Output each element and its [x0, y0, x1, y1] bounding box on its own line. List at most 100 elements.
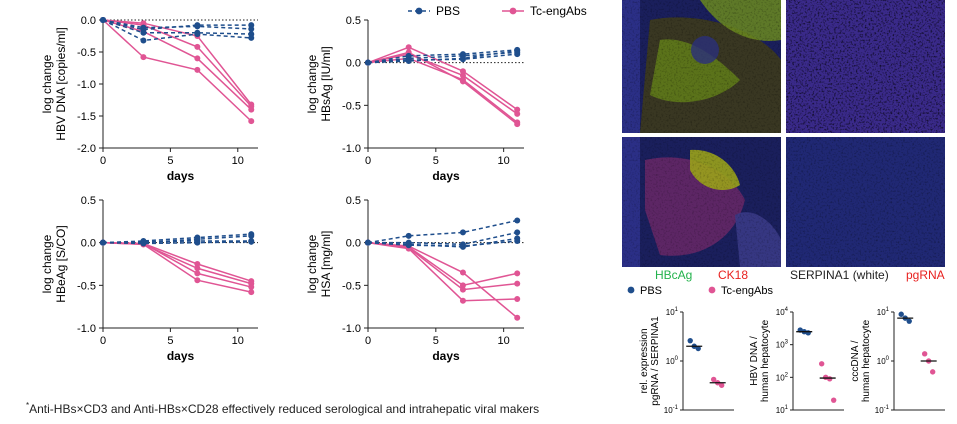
legend-bottom-treat: Tc-engAbs	[721, 285, 773, 297]
pbs-data-point	[514, 46, 521, 53]
y-tick-label: -0.5	[342, 100, 361, 112]
treat-data-point	[248, 101, 255, 108]
y-tick-label: -2.0	[77, 143, 96, 155]
x-axis-label: days	[167, 169, 195, 183]
y-tick-label: 10-1	[875, 405, 890, 415]
x-tick-label: 5	[167, 155, 173, 167]
y-tick-label: 104	[776, 307, 789, 317]
micrograph-treat-serpina1-pgrna	[786, 137, 945, 267]
pbs-data-point	[687, 337, 693, 344]
pbs-series-line	[102, 19, 252, 35]
treat-series-line	[367, 241, 518, 287]
y-tick-label: -1.0	[342, 323, 361, 335]
y-axis-label: log change	[40, 234, 54, 293]
pbs-data-point	[140, 26, 147, 33]
treat-series-line	[367, 57, 518, 123]
treat-series-line	[367, 51, 518, 125]
pbs-data-point	[194, 239, 201, 246]
treat-data-point	[459, 68, 466, 75]
pbs-data-point	[514, 237, 521, 244]
treat-series-line	[102, 19, 252, 105]
treat-data-point	[826, 376, 833, 382]
treat-data-point	[248, 284, 255, 291]
hsa-panel: 0.5 0.0 -0.5 -1.0 0 5 10 days log change HSA [mg/…	[305, 195, 524, 363]
pbs-series-line	[367, 51, 518, 64]
y-axis-label: pgRNA / SERPINA1	[650, 316, 661, 406]
stain-label-pgrna: pgRNA	[906, 268, 945, 282]
x-tick-label: 5	[167, 335, 173, 347]
pbs-series-line	[367, 219, 518, 244]
pbs-data-point	[459, 243, 466, 250]
pbs-series-line	[102, 19, 252, 42]
pbs-data-point	[248, 31, 255, 38]
footnote: *Anti-HBs×CD3 and Anti-HBs×CD28 effectiv…	[26, 401, 539, 416]
treat-data-point	[459, 72, 466, 79]
y-tick-label: 0.0	[81, 238, 96, 250]
legend-top: PBS Tc-engAbs	[408, 4, 587, 18]
treat-data-point	[194, 277, 201, 284]
treat-series-line	[367, 241, 518, 291]
treat-data-point	[459, 286, 466, 293]
x-axis-label: days	[432, 349, 460, 363]
treat-series-line	[102, 241, 252, 293]
treat-data-point	[194, 55, 201, 62]
y-tick-label: 100	[877, 356, 890, 366]
y-tick-label: 0.0	[81, 15, 96, 27]
legend-treat-label: Tc-engAbs	[530, 4, 587, 18]
y-tick-label: -0.5	[77, 280, 96, 292]
legend-pbs-label: PBS	[436, 4, 460, 18]
y-tick-label: 101	[776, 405, 789, 415]
pbs-data-point	[906, 318, 912, 324]
pbs-data-point	[248, 22, 255, 29]
y-tick-label: -1.5	[77, 111, 96, 123]
treat-data-point	[248, 289, 255, 296]
y-tick-label: -0.5	[342, 280, 361, 292]
treat-data-point	[459, 282, 466, 289]
pbs-data-point	[514, 229, 521, 236]
treat-data-point	[921, 351, 928, 357]
hbsag-panel: 0.5 0.0 -0.5 -1.0 0 5 10 days log change HBsAg [I…	[305, 15, 524, 183]
pbs-data-point	[248, 238, 255, 245]
pbs-data-point	[405, 242, 412, 249]
x-axis-label: days	[167, 349, 195, 363]
x-tick-label: 10	[232, 335, 244, 347]
pbs-series-line	[367, 49, 518, 64]
y-tick-label: 0.5	[346, 15, 361, 27]
y-tick-label: 100	[666, 356, 679, 366]
pbs-data-point	[365, 59, 371, 66]
pbs-series-line	[102, 233, 252, 244]
y-tick-label: 10-1	[664, 405, 679, 415]
stain-label-ck18: CK18	[718, 268, 749, 282]
pbs-data-point	[100, 239, 106, 246]
legend-bottom: PBS Tc-engAbs	[627, 285, 773, 297]
treat-data-point	[248, 118, 255, 125]
footnote-text: Anti-HBs×CD3 and Anti-HBs×CD28 effective…	[29, 402, 540, 416]
y-tick-label: 103	[776, 340, 789, 350]
pbs-data-point	[459, 56, 466, 63]
micrograph-pbs-hbcag-ck18	[622, 0, 781, 133]
y-tick-label: 101	[666, 307, 679, 317]
hbv-dna-serum-panel: 0.0 -0.5 -1.0 -1.5 -2.0 0 5 10 days log change HBV…	[40, 15, 258, 183]
pbs-data-point	[405, 57, 412, 64]
pbs-data-point	[365, 239, 371, 246]
treat-data-point	[514, 106, 521, 113]
pbs-data-point	[100, 17, 106, 23]
y-axis-label: HBV DNA /	[749, 336, 760, 386]
stain-label-serpina1: SERPINA1 (white)	[790, 268, 889, 282]
pbs-series-line	[367, 240, 518, 247]
pbs-data-point	[459, 229, 466, 236]
y-tick-label: 0.5	[346, 195, 361, 207]
y-tick-label: -1.0	[77, 323, 96, 335]
treat-data-point	[514, 121, 521, 128]
x-tick-label: 0	[365, 155, 371, 167]
x-tick-label: 5	[433, 155, 439, 167]
y-axis-label: HBV DNA [copies/ml]	[54, 27, 68, 140]
y-tick-label: -1.0	[342, 143, 361, 155]
treat-series-line	[102, 241, 252, 285]
hbv-dna-hepatocyte-panel: 101 102 103 104 HBV DNA / human hepatocyte	[749, 307, 844, 415]
y-tick-label: 101	[877, 307, 890, 317]
treat-data-point	[514, 314, 521, 321]
treat-series-line	[102, 19, 252, 122]
treat-data-point	[710, 376, 717, 383]
